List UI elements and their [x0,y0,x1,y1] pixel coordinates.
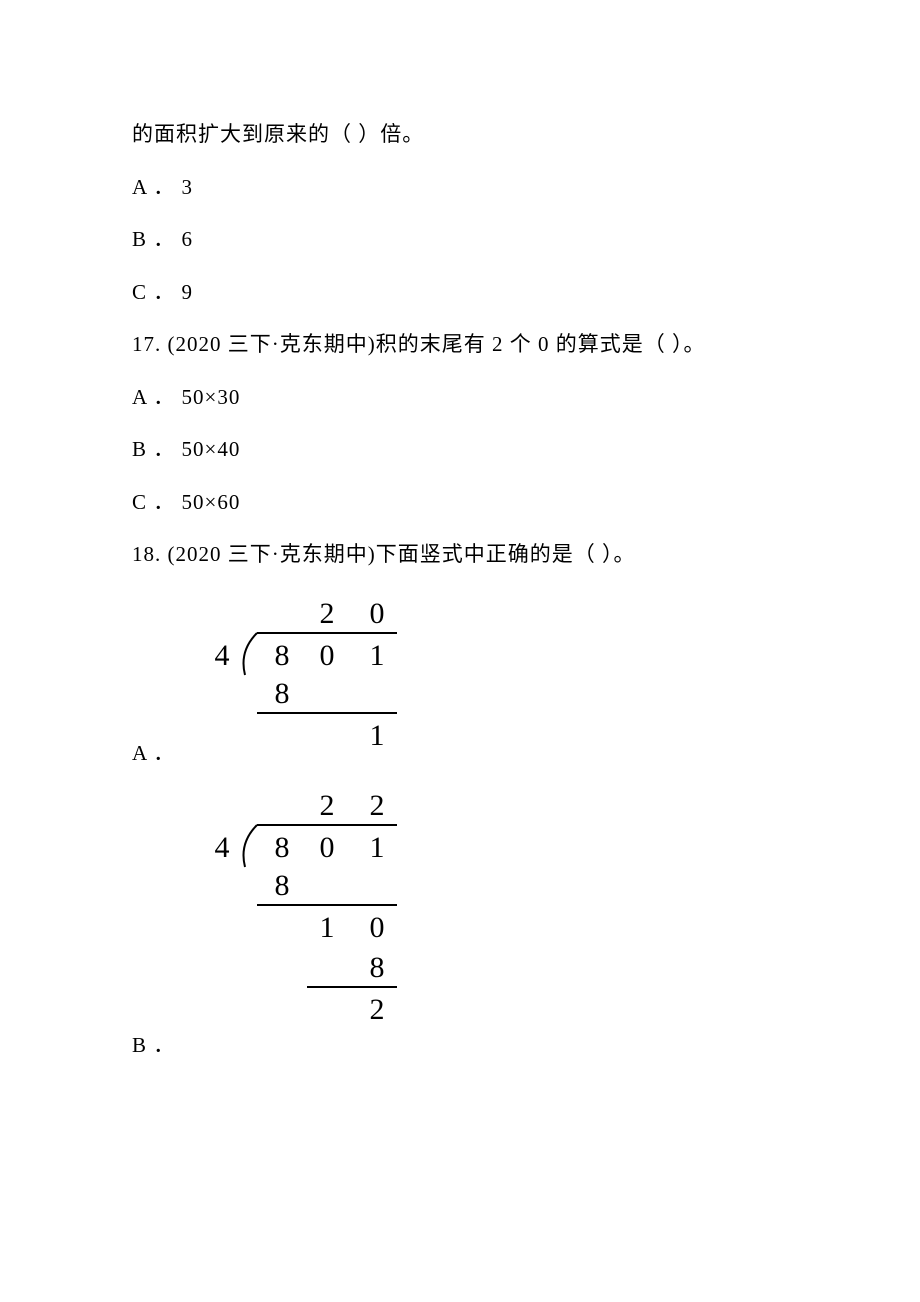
q18-stem: 18. (2020 三下·克东期中)下面竖式中正确的是（ ）。 [132,528,800,581]
divB-q-d1: 2 [320,789,335,822]
q16-option-a: A ． 3 [132,161,800,214]
divB-s2: 8 [370,951,385,984]
divB-bd-1: 0 [370,911,385,944]
divB-divisor: 4 [215,831,230,864]
divA-dd-1: 0 [320,639,335,672]
q17-option-c: C ． 50×60 [132,476,800,529]
q16-option-c: C ． 9 [132,266,800,319]
divB-bd-0: 1 [320,911,335,944]
divA-dd-2: 1 [370,639,385,672]
divA-dd-0: 8 [275,639,290,672]
q18-option-b-row: B ． 2 2 4 8 0 1 8 1 0 8 [132,785,800,1065]
divB-dd-1: 0 [320,831,335,864]
divB-dd-2: 1 [370,831,385,864]
q17-option-b: B ． 50×40 [132,423,800,476]
divA-s1: 8 [275,677,290,710]
q18-division-b: 2 2 4 8 0 1 8 1 0 8 2 [187,785,417,1065]
divB-q-d2: 2 [370,789,385,822]
q18-option-b-label: B ． [132,1029,175,1059]
divA-q-d1: 2 [320,597,335,630]
divB-rem: 2 [370,993,385,1026]
divA-divisor: 4 [215,639,230,672]
q18-option-a-label: A ． [132,737,175,767]
q18-option-a-row: A ． 2 0 4 8 0 1 8 1 [132,593,800,773]
divA-q-d2: 0 [370,597,385,630]
q16-fragment: 的面积扩大到原来的（ ）倍。 [132,108,800,161]
q17-stem: 17. (2020 三下·克东期中)积的末尾有 2 个 0 的算式是（ ）。 [132,318,800,371]
q17-option-a: A ． 50×30 [132,371,800,424]
q18-division-a: 2 0 4 8 0 1 8 1 [187,593,417,773]
q16-option-b: B ． 6 [132,213,800,266]
divB-s1: 8 [275,869,290,902]
divB-dd-0: 8 [275,831,290,864]
divA-rem: 1 [370,719,385,752]
